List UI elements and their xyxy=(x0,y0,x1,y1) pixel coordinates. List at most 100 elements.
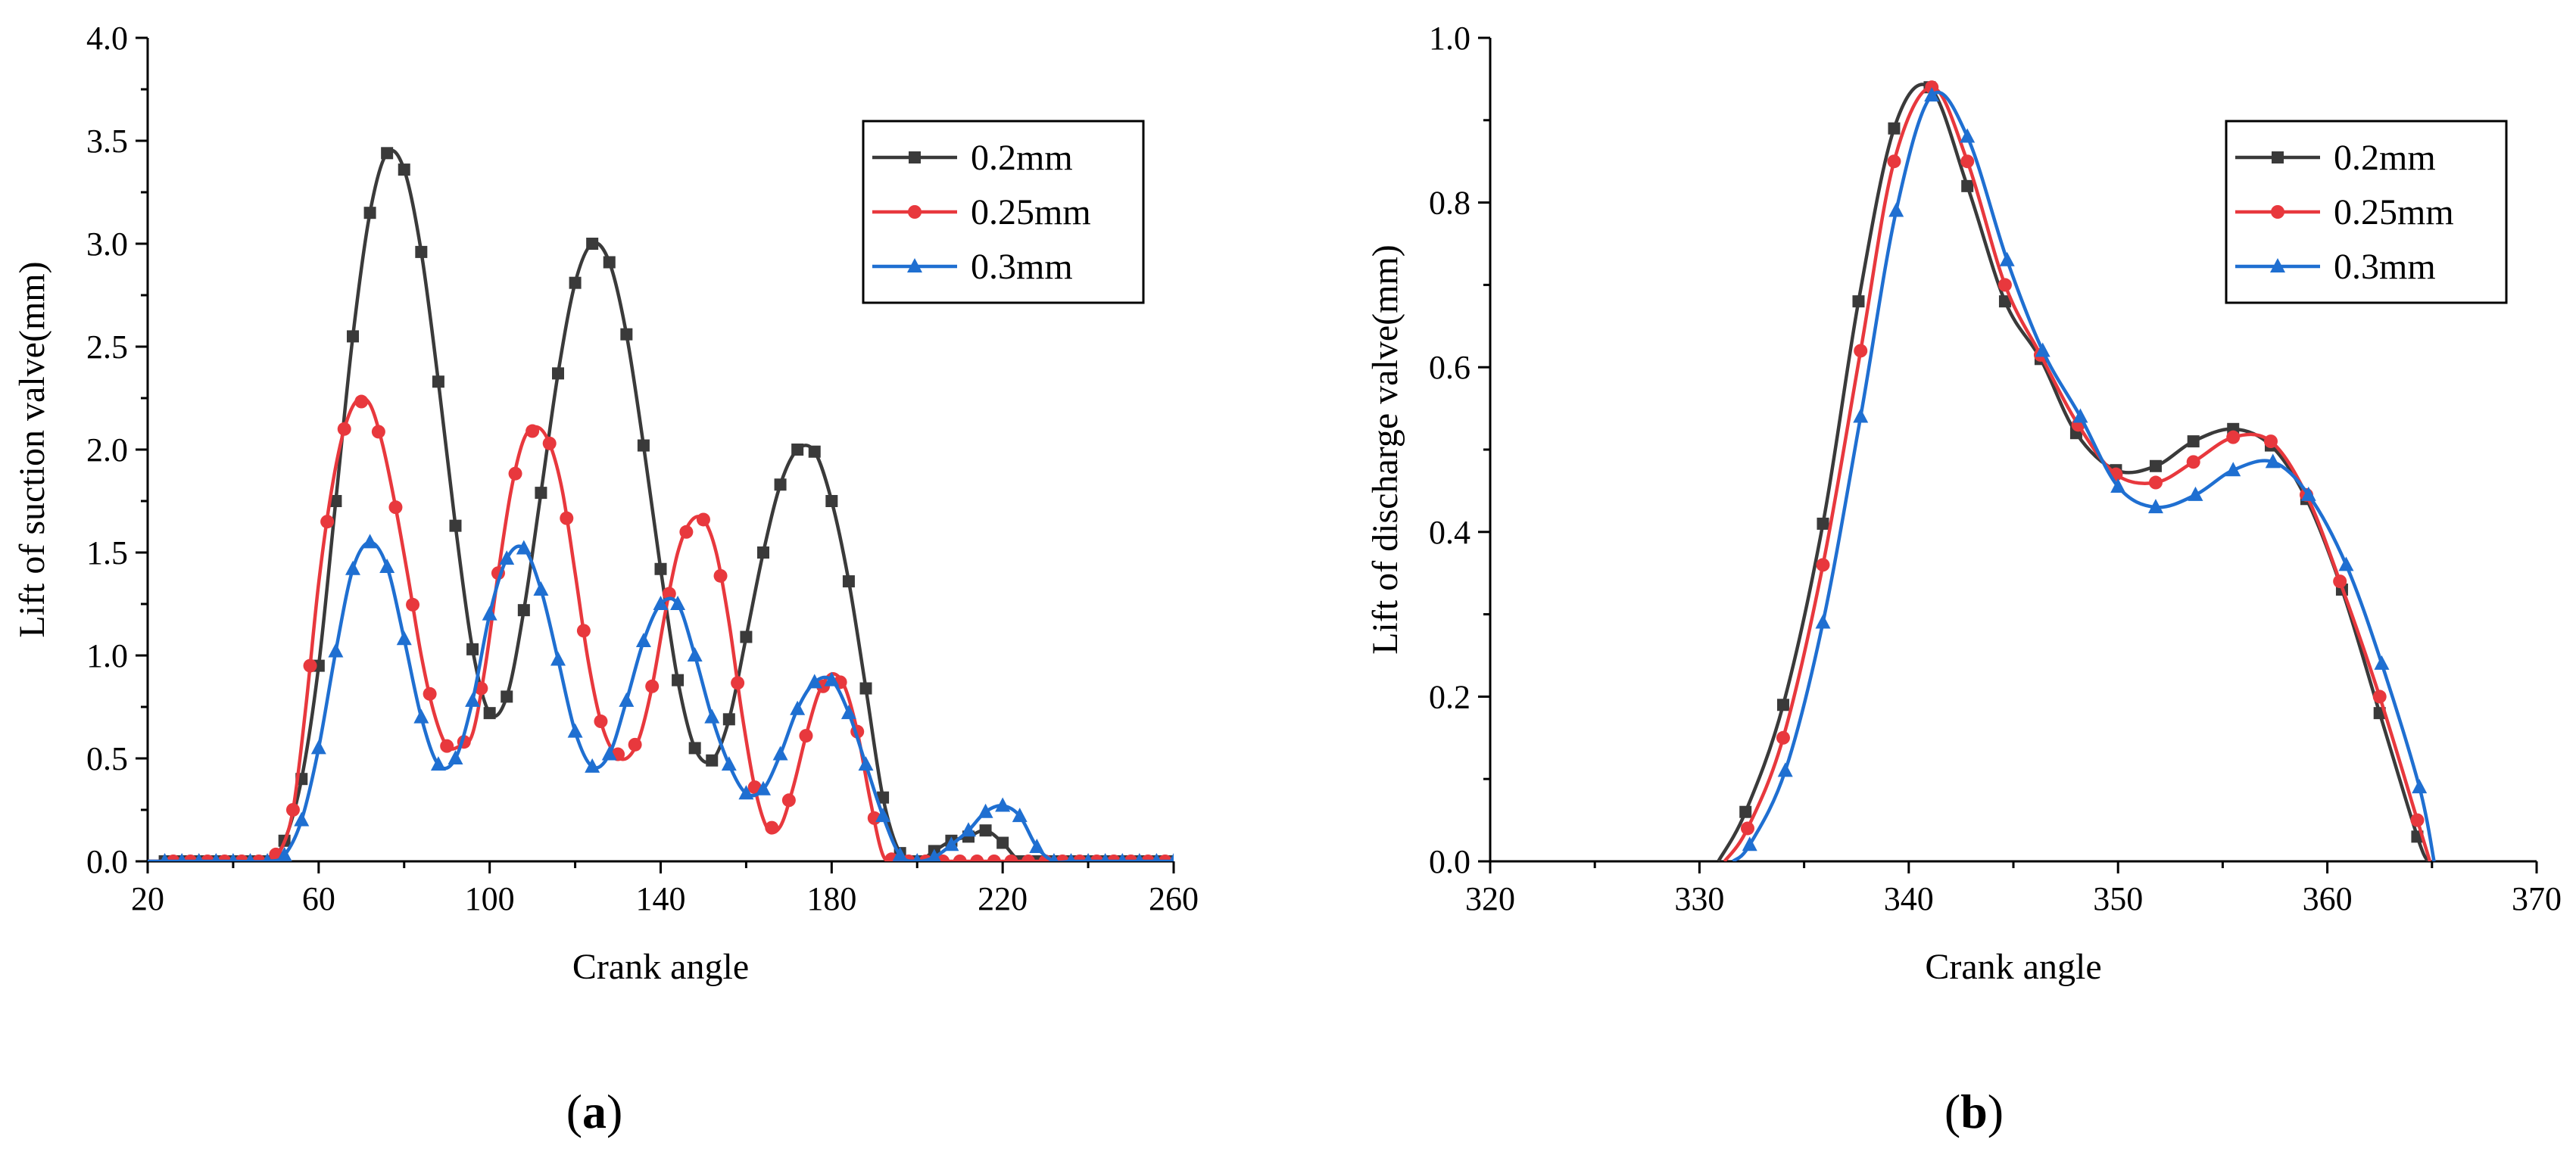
marker-series-0-18 xyxy=(466,643,479,655)
plot-area xyxy=(1717,80,2436,861)
marker-series-1-48 xyxy=(987,855,1001,861)
marker-series-2-46 xyxy=(943,836,959,851)
marker-series-0-12 xyxy=(2187,435,2200,448)
marker-series-0-33 xyxy=(722,713,735,726)
marker-series-1-0 xyxy=(1740,821,1754,836)
marker-series-1-28 xyxy=(645,679,660,693)
x-tick-label-1: 330 xyxy=(1674,880,1724,917)
marker-series-2-8 xyxy=(294,811,310,827)
series-0.3mm xyxy=(1732,87,2436,861)
series-line-1 xyxy=(148,396,1174,861)
marker-series-1-17 xyxy=(2372,690,2387,704)
y-tick-label-5: 2.5 xyxy=(86,328,128,366)
marker-series-0-16 xyxy=(432,375,444,388)
marker-series-2-19 xyxy=(482,606,497,621)
legend-label-1: 0.25mm xyxy=(971,192,1091,232)
marker-series-0-17 xyxy=(449,519,462,532)
y-tick-label-1: 0.5 xyxy=(86,740,128,777)
marker-series-1-6 xyxy=(1960,154,1975,169)
marker-series-2-2 xyxy=(1815,614,1831,629)
marker-series-2-36 xyxy=(772,746,788,761)
y-tick-label-6: 3.0 xyxy=(86,226,128,263)
marker-series-2-37 xyxy=(790,700,806,715)
marker-series-2-7 xyxy=(1999,251,2015,266)
panel-label-b: (b) xyxy=(1944,1085,2004,1138)
y-tick-label-3: 1.5 xyxy=(86,534,128,571)
marker-series-2-55 xyxy=(1100,853,1110,861)
y-tick-label-2: 1.0 xyxy=(86,637,128,674)
y-tick-label-1: 0.2 xyxy=(1429,678,1470,715)
marker-series-0-37 xyxy=(791,444,804,456)
marker-series-2-16 xyxy=(430,756,446,771)
marker-series-0-13 xyxy=(381,147,394,160)
marker-series-2-8 xyxy=(2035,342,2051,357)
y-tick-label-4: 2.0 xyxy=(86,431,128,469)
marker-series-0-21 xyxy=(517,604,530,617)
marker-series-0-0 xyxy=(1739,805,1752,818)
marker-series-2-14 xyxy=(2265,453,2281,469)
y-axis-title: Lift of suction valve(mm) xyxy=(12,261,52,637)
x-tick-label-4: 180 xyxy=(806,880,856,917)
marker-series-1-3 xyxy=(1854,344,1868,358)
marker-series-1-11 xyxy=(354,394,369,409)
legend: 0.2mm 0.25mm 0.3mm xyxy=(862,120,1145,304)
marker-series-1-4 xyxy=(235,855,249,861)
chart-panel-a: 20 60 100 140 180 220 260 0.0 0.5 1.0 1.5 2.0 2.5 3.0… xyxy=(12,20,1199,987)
marker-series-1-14 xyxy=(406,597,420,612)
legend-label-2: 0.3mm xyxy=(971,247,1073,287)
marker-series-1-20 xyxy=(508,466,522,481)
legend-label-2: 0.3mm xyxy=(2334,247,2436,287)
marker-series-2-38 xyxy=(806,674,822,689)
marker-series-2-4 xyxy=(1888,202,1904,217)
marker-series-2-7 xyxy=(276,846,292,861)
x-axis-title: Crank angle xyxy=(1925,947,2101,987)
marker-series-2-15 xyxy=(413,708,429,724)
marker-series-2-33 xyxy=(721,756,737,771)
marker-series-2-5 xyxy=(1924,87,1940,102)
marker-series-2-6 xyxy=(263,853,272,861)
x-tick-label-0: 20 xyxy=(131,880,164,917)
marker-series-1-13 xyxy=(388,500,403,515)
marker-series-1-24 xyxy=(576,624,591,638)
marker-series-1-23 xyxy=(560,511,574,525)
y-tick-label-0: 0.0 xyxy=(86,843,128,880)
legend-label-0: 0.2mm xyxy=(2334,138,2436,178)
marker-series-2-11 xyxy=(345,560,360,575)
marker-series-2-31 xyxy=(687,647,703,662)
marker-series-2-14 xyxy=(396,630,412,646)
marker-series-0-31 xyxy=(688,742,701,755)
marker-series-1-18 xyxy=(2410,813,2425,827)
marker-series-1-11 xyxy=(2148,475,2163,490)
chart-panel-b: 320 330 340 350 360 370 0.0 0.2 0.4 0.6 0.8 1.0 Cran… xyxy=(1365,20,2562,987)
marker-series-2-56 xyxy=(1118,853,1127,861)
marker-series-0-39 xyxy=(825,495,838,507)
marker-series-0-3 xyxy=(1852,295,1865,308)
marker-series-0-11 xyxy=(2149,459,2162,472)
marker-series-1-16 xyxy=(2333,574,2347,589)
marker-series-1-13 xyxy=(2226,430,2241,444)
marker-series-2-17 xyxy=(448,750,463,764)
x-axis-title: Crank angle xyxy=(572,947,749,987)
marker-series-0-10 xyxy=(329,495,342,507)
y-tick-label-4: 0.8 xyxy=(1429,185,1470,222)
marker-series-0-19 xyxy=(483,707,496,720)
legend: 0.2mm 0.25mm 0.3mm xyxy=(2225,120,2508,304)
marker-series-2-45 xyxy=(928,848,941,861)
marker-series-0-35 xyxy=(757,546,769,559)
marker-series-1-15 xyxy=(423,686,437,701)
y-tick-label-0: 0.0 xyxy=(1429,843,1470,880)
marker-series-0-1 xyxy=(1776,699,1789,711)
x-tick-label-5: 220 xyxy=(978,880,1028,917)
marker-series-1-27 xyxy=(628,737,642,752)
marker-series-1-22 xyxy=(542,436,557,450)
marker-series-1-29 xyxy=(662,587,676,601)
y-tick-label-8: 4.0 xyxy=(86,20,128,57)
marker-series-2-35 xyxy=(756,780,771,795)
marker-series-0-25 xyxy=(586,238,599,250)
marker-series-1-25 xyxy=(594,714,608,729)
marker-series-0-20 xyxy=(501,690,513,703)
marker-series-1-21 xyxy=(525,424,540,438)
marker-series-2-48 xyxy=(978,803,993,818)
marker-series-2-39 xyxy=(824,671,840,686)
marker-series-1-18 xyxy=(474,681,488,696)
